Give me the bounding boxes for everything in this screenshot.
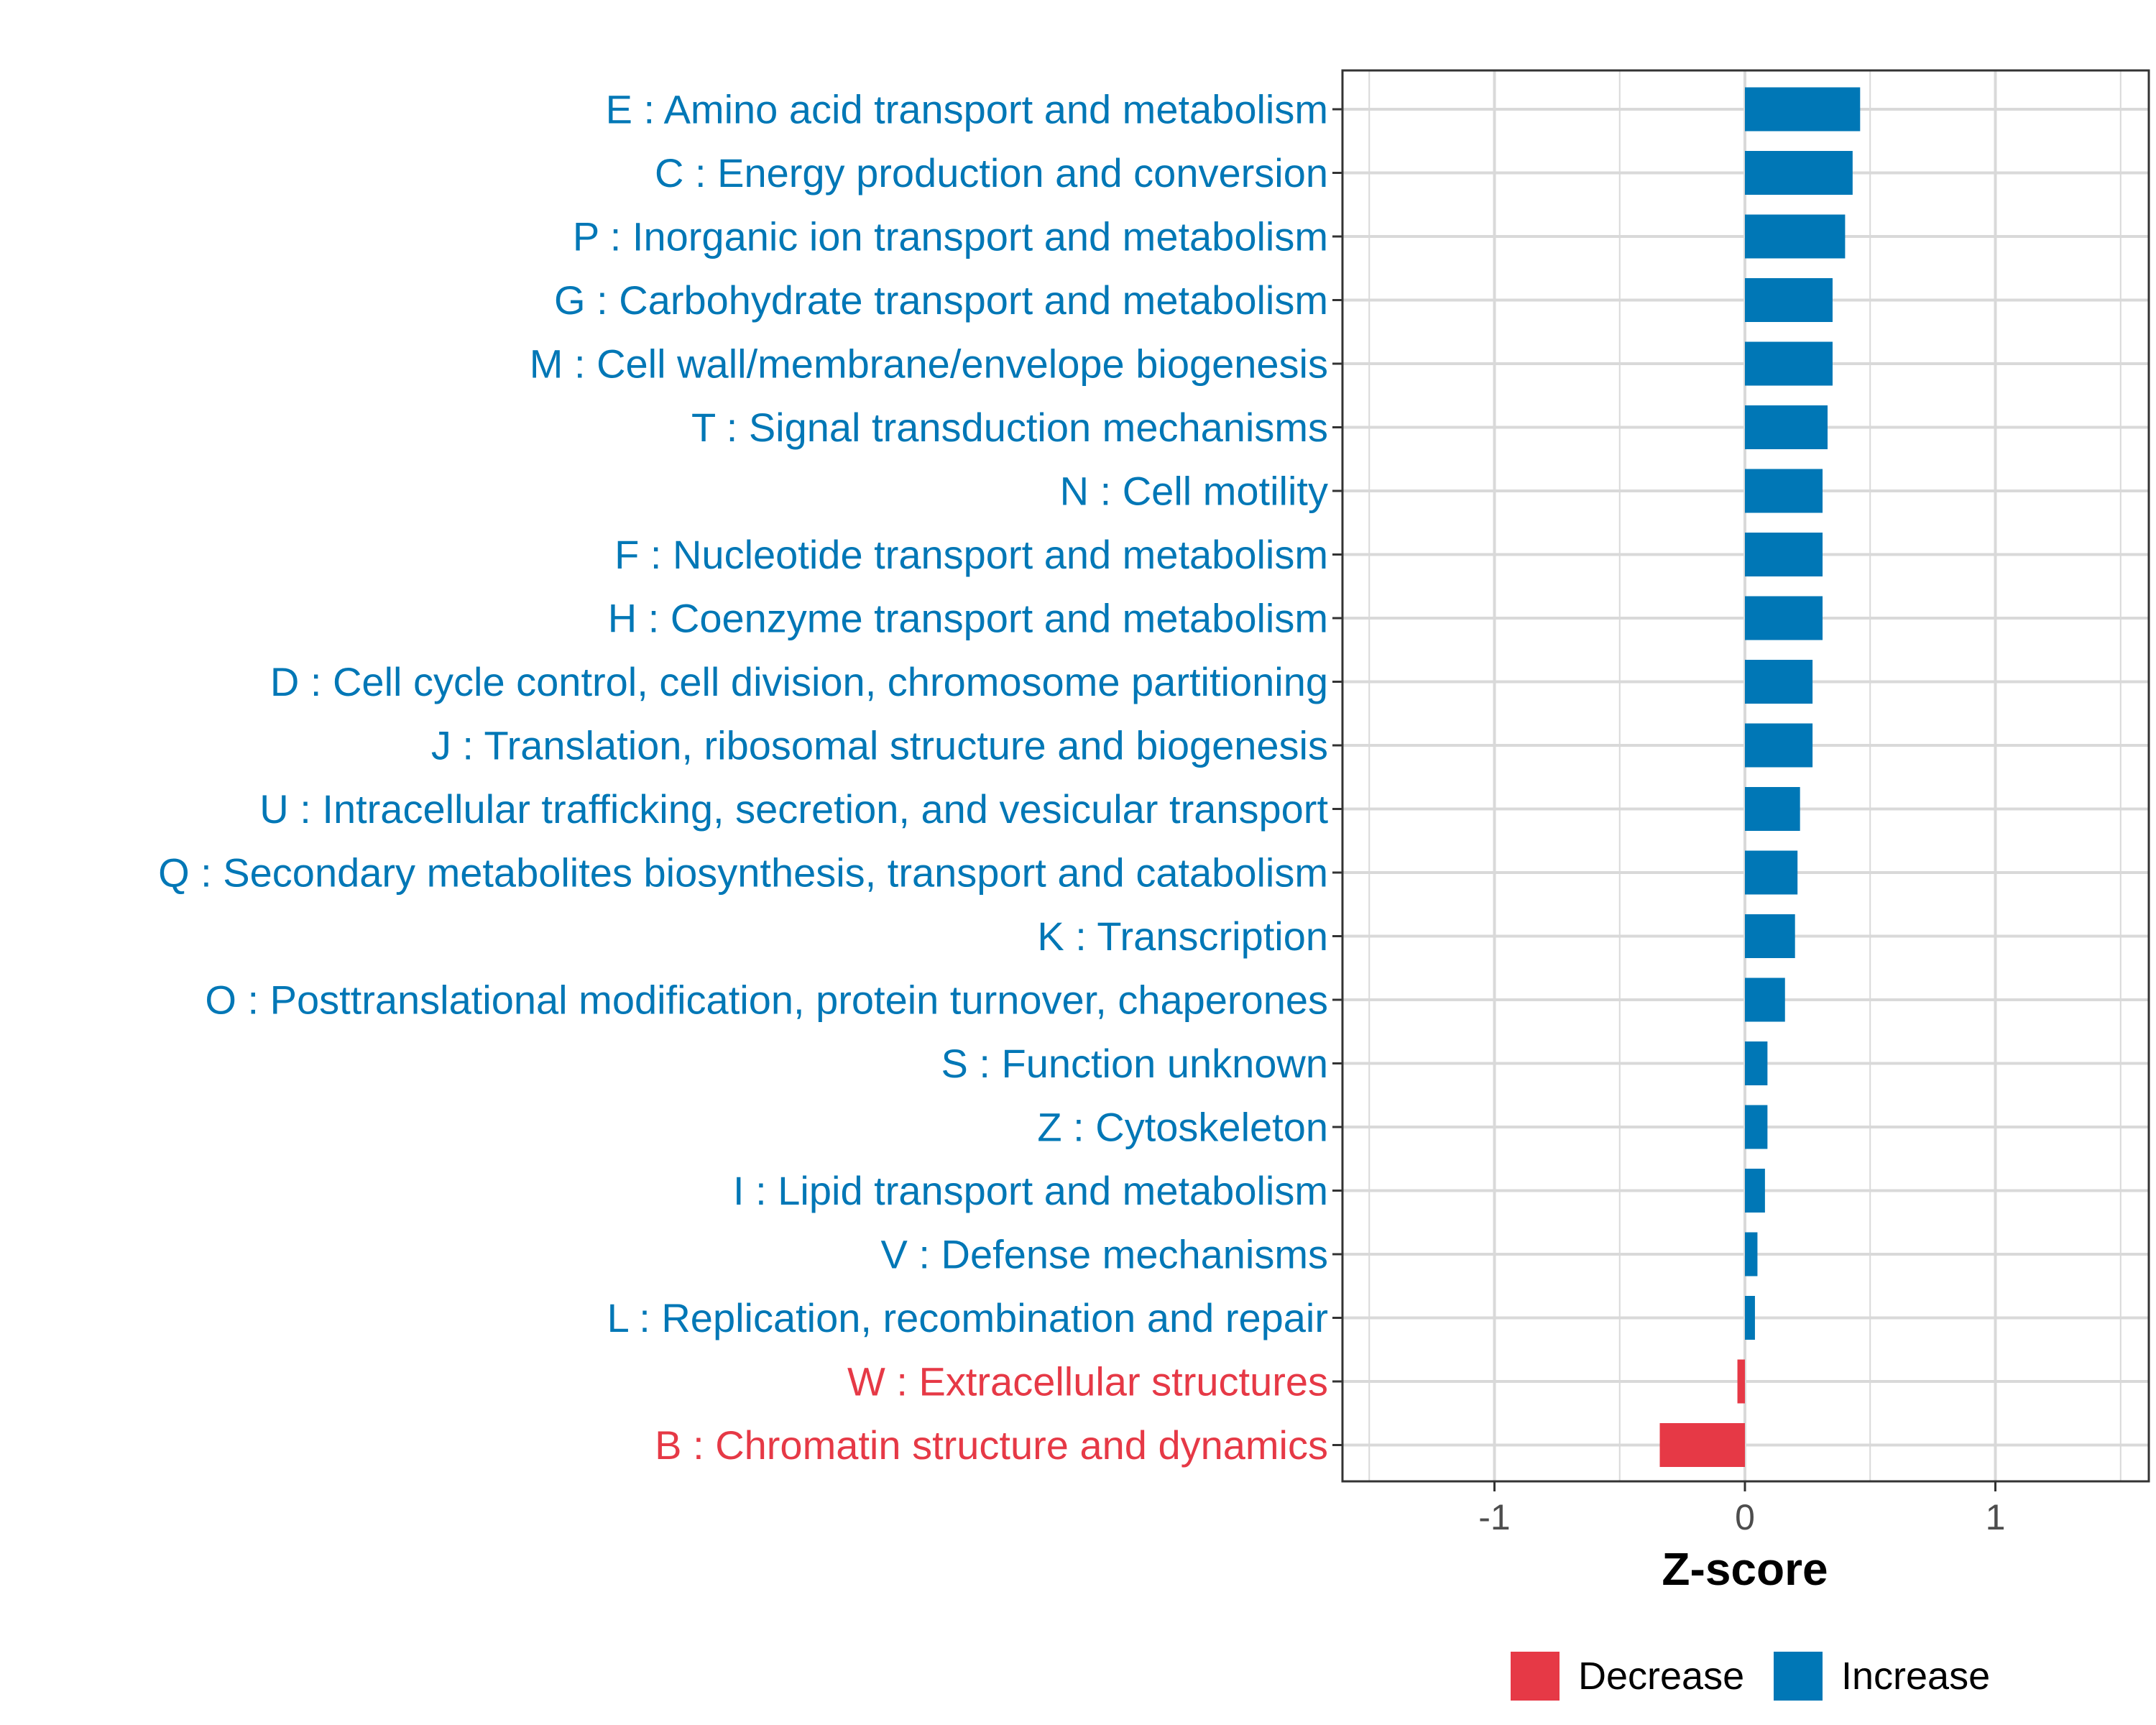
- category-label: E : Amino acid transport and metabolism: [606, 87, 1328, 132]
- bar-n: [1745, 469, 1823, 513]
- bar-w: [1737, 1359, 1745, 1404]
- bar-k: [1745, 914, 1795, 958]
- bar-s: [1745, 1041, 1768, 1085]
- legend: Decrease Increase: [1511, 1652, 1990, 1701]
- x-tick-label: 1: [1986, 1497, 2006, 1537]
- category-label: U : Intracellular trafficking, secretion…: [259, 786, 1328, 832]
- category-label: B : Chromatin structure and dynamics: [655, 1422, 1328, 1468]
- category-label: K : Transcription: [1037, 914, 1328, 959]
- bar-m: [1745, 341, 1833, 386]
- bar-h: [1745, 596, 1823, 640]
- category-label: F : Nucleotide transport and metabolism: [614, 532, 1328, 577]
- x-tick-label: -1: [1478, 1497, 1510, 1537]
- bar-e: [1745, 87, 1861, 132]
- bar-g: [1745, 278, 1833, 322]
- category-label: I : Lipid transport and metabolism: [733, 1168, 1328, 1213]
- bar-p: [1745, 214, 1846, 259]
- x-axis: -1 0 1: [1478, 1481, 2005, 1537]
- bar-d: [1745, 660, 1813, 704]
- category-label: H : Coenzyme transport and metabolism: [608, 596, 1328, 641]
- category-label: C : Energy production and conversion: [655, 150, 1328, 196]
- category-label: G : Carbohydrate transport and metabolis…: [554, 277, 1328, 323]
- category-label: Q : Secondary metabolites biosynthesis, …: [158, 850, 1328, 896]
- bar-b: [1659, 1423, 1745, 1467]
- category-label: L : Replication, recombination and repai…: [607, 1295, 1328, 1340]
- bar-j: [1745, 723, 1813, 768]
- bar-l: [1745, 1296, 1755, 1340]
- category-label: Z : Cytoskeleton: [1037, 1105, 1328, 1150]
- category-label: P : Inorganic ion transport and metaboli…: [573, 214, 1328, 259]
- x-tick-label: 0: [1735, 1497, 1755, 1537]
- bar-c: [1745, 151, 1853, 195]
- y-axis-ticks: [1332, 108, 1342, 1446]
- bars: [1659, 87, 1861, 1467]
- legend-label-decrease: Decrease: [1578, 1655, 1744, 1698]
- bar-q: [1745, 850, 1798, 895]
- bar-u: [1745, 787, 1800, 831]
- category-label: V : Defense mechanisms: [881, 1232, 1328, 1277]
- bar-v: [1745, 1232, 1758, 1276]
- bar-f: [1745, 533, 1823, 576]
- category-label: J : Translation, ribosomal structure and…: [431, 723, 1328, 768]
- bar-o: [1745, 978, 1785, 1022]
- legend-label-increase: Increase: [1841, 1655, 1990, 1698]
- category-label: M : Cell wall/membrane/envelope biogenes…: [530, 341, 1328, 387]
- legend-swatch-increase: [1774, 1652, 1823, 1701]
- bar-i: [1745, 1169, 1765, 1213]
- category-label: D : Cell cycle control, cell division, c…: [270, 659, 1328, 704]
- bar-z: [1745, 1105, 1768, 1149]
- category-label: N : Cell motility: [1060, 469, 1328, 514]
- category-labels: E : Amino acid transport and metabolism C…: [158, 87, 1328, 1468]
- category-label: S : Function unknown: [941, 1041, 1328, 1086]
- category-label: W : Extracellular structures: [847, 1359, 1328, 1404]
- bar-t: [1745, 405, 1828, 449]
- category-label: T : Signal transduction mechanisms: [691, 405, 1328, 450]
- category-label: O : Posttranslational modification, prot…: [205, 978, 1328, 1023]
- x-axis-title: Z-score: [1662, 1543, 1828, 1595]
- legend-swatch-decrease: [1511, 1652, 1560, 1701]
